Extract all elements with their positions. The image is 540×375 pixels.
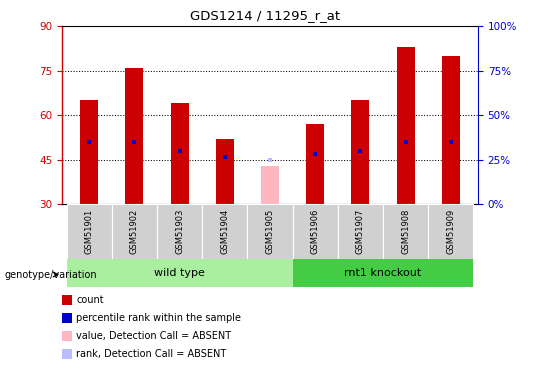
- Text: genotype/variation: genotype/variation: [4, 270, 97, 280]
- Text: GDS1214 / 11295_r_at: GDS1214 / 11295_r_at: [190, 9, 340, 22]
- Bar: [352, 100, 369, 204]
- Bar: [306, 124, 324, 204]
- Text: GSM51903: GSM51903: [175, 209, 184, 254]
- Text: GSM51904: GSM51904: [220, 209, 230, 254]
- FancyBboxPatch shape: [66, 259, 293, 287]
- Text: GSM51909: GSM51909: [446, 209, 455, 254]
- FancyBboxPatch shape: [293, 204, 338, 259]
- Bar: [261, 166, 279, 204]
- Text: wild type: wild type: [154, 268, 205, 278]
- Text: value, Detection Call = ABSENT: value, Detection Call = ABSENT: [76, 331, 231, 341]
- Text: count: count: [76, 295, 104, 305]
- Bar: [396, 47, 415, 204]
- FancyBboxPatch shape: [157, 204, 202, 259]
- Text: GSM51902: GSM51902: [130, 209, 139, 254]
- Bar: [216, 139, 234, 204]
- Text: percentile rank within the sample: percentile rank within the sample: [76, 313, 241, 323]
- Text: GSM51901: GSM51901: [85, 209, 94, 254]
- Bar: [171, 104, 188, 204]
- FancyBboxPatch shape: [428, 204, 474, 259]
- Text: rank, Detection Call = ABSENT: rank, Detection Call = ABSENT: [76, 349, 226, 359]
- Text: GSM51908: GSM51908: [401, 209, 410, 254]
- FancyBboxPatch shape: [247, 204, 293, 259]
- FancyBboxPatch shape: [338, 204, 383, 259]
- Bar: [80, 100, 98, 204]
- Bar: [125, 68, 144, 204]
- Bar: [442, 56, 460, 204]
- Text: GSM51907: GSM51907: [356, 209, 365, 254]
- Text: rnt1 knockout: rnt1 knockout: [345, 268, 422, 278]
- FancyBboxPatch shape: [66, 204, 112, 259]
- FancyBboxPatch shape: [202, 204, 247, 259]
- FancyBboxPatch shape: [112, 204, 157, 259]
- Text: GSM51906: GSM51906: [310, 209, 320, 254]
- FancyBboxPatch shape: [383, 204, 428, 259]
- FancyBboxPatch shape: [293, 259, 474, 287]
- Text: GSM51905: GSM51905: [266, 209, 274, 254]
